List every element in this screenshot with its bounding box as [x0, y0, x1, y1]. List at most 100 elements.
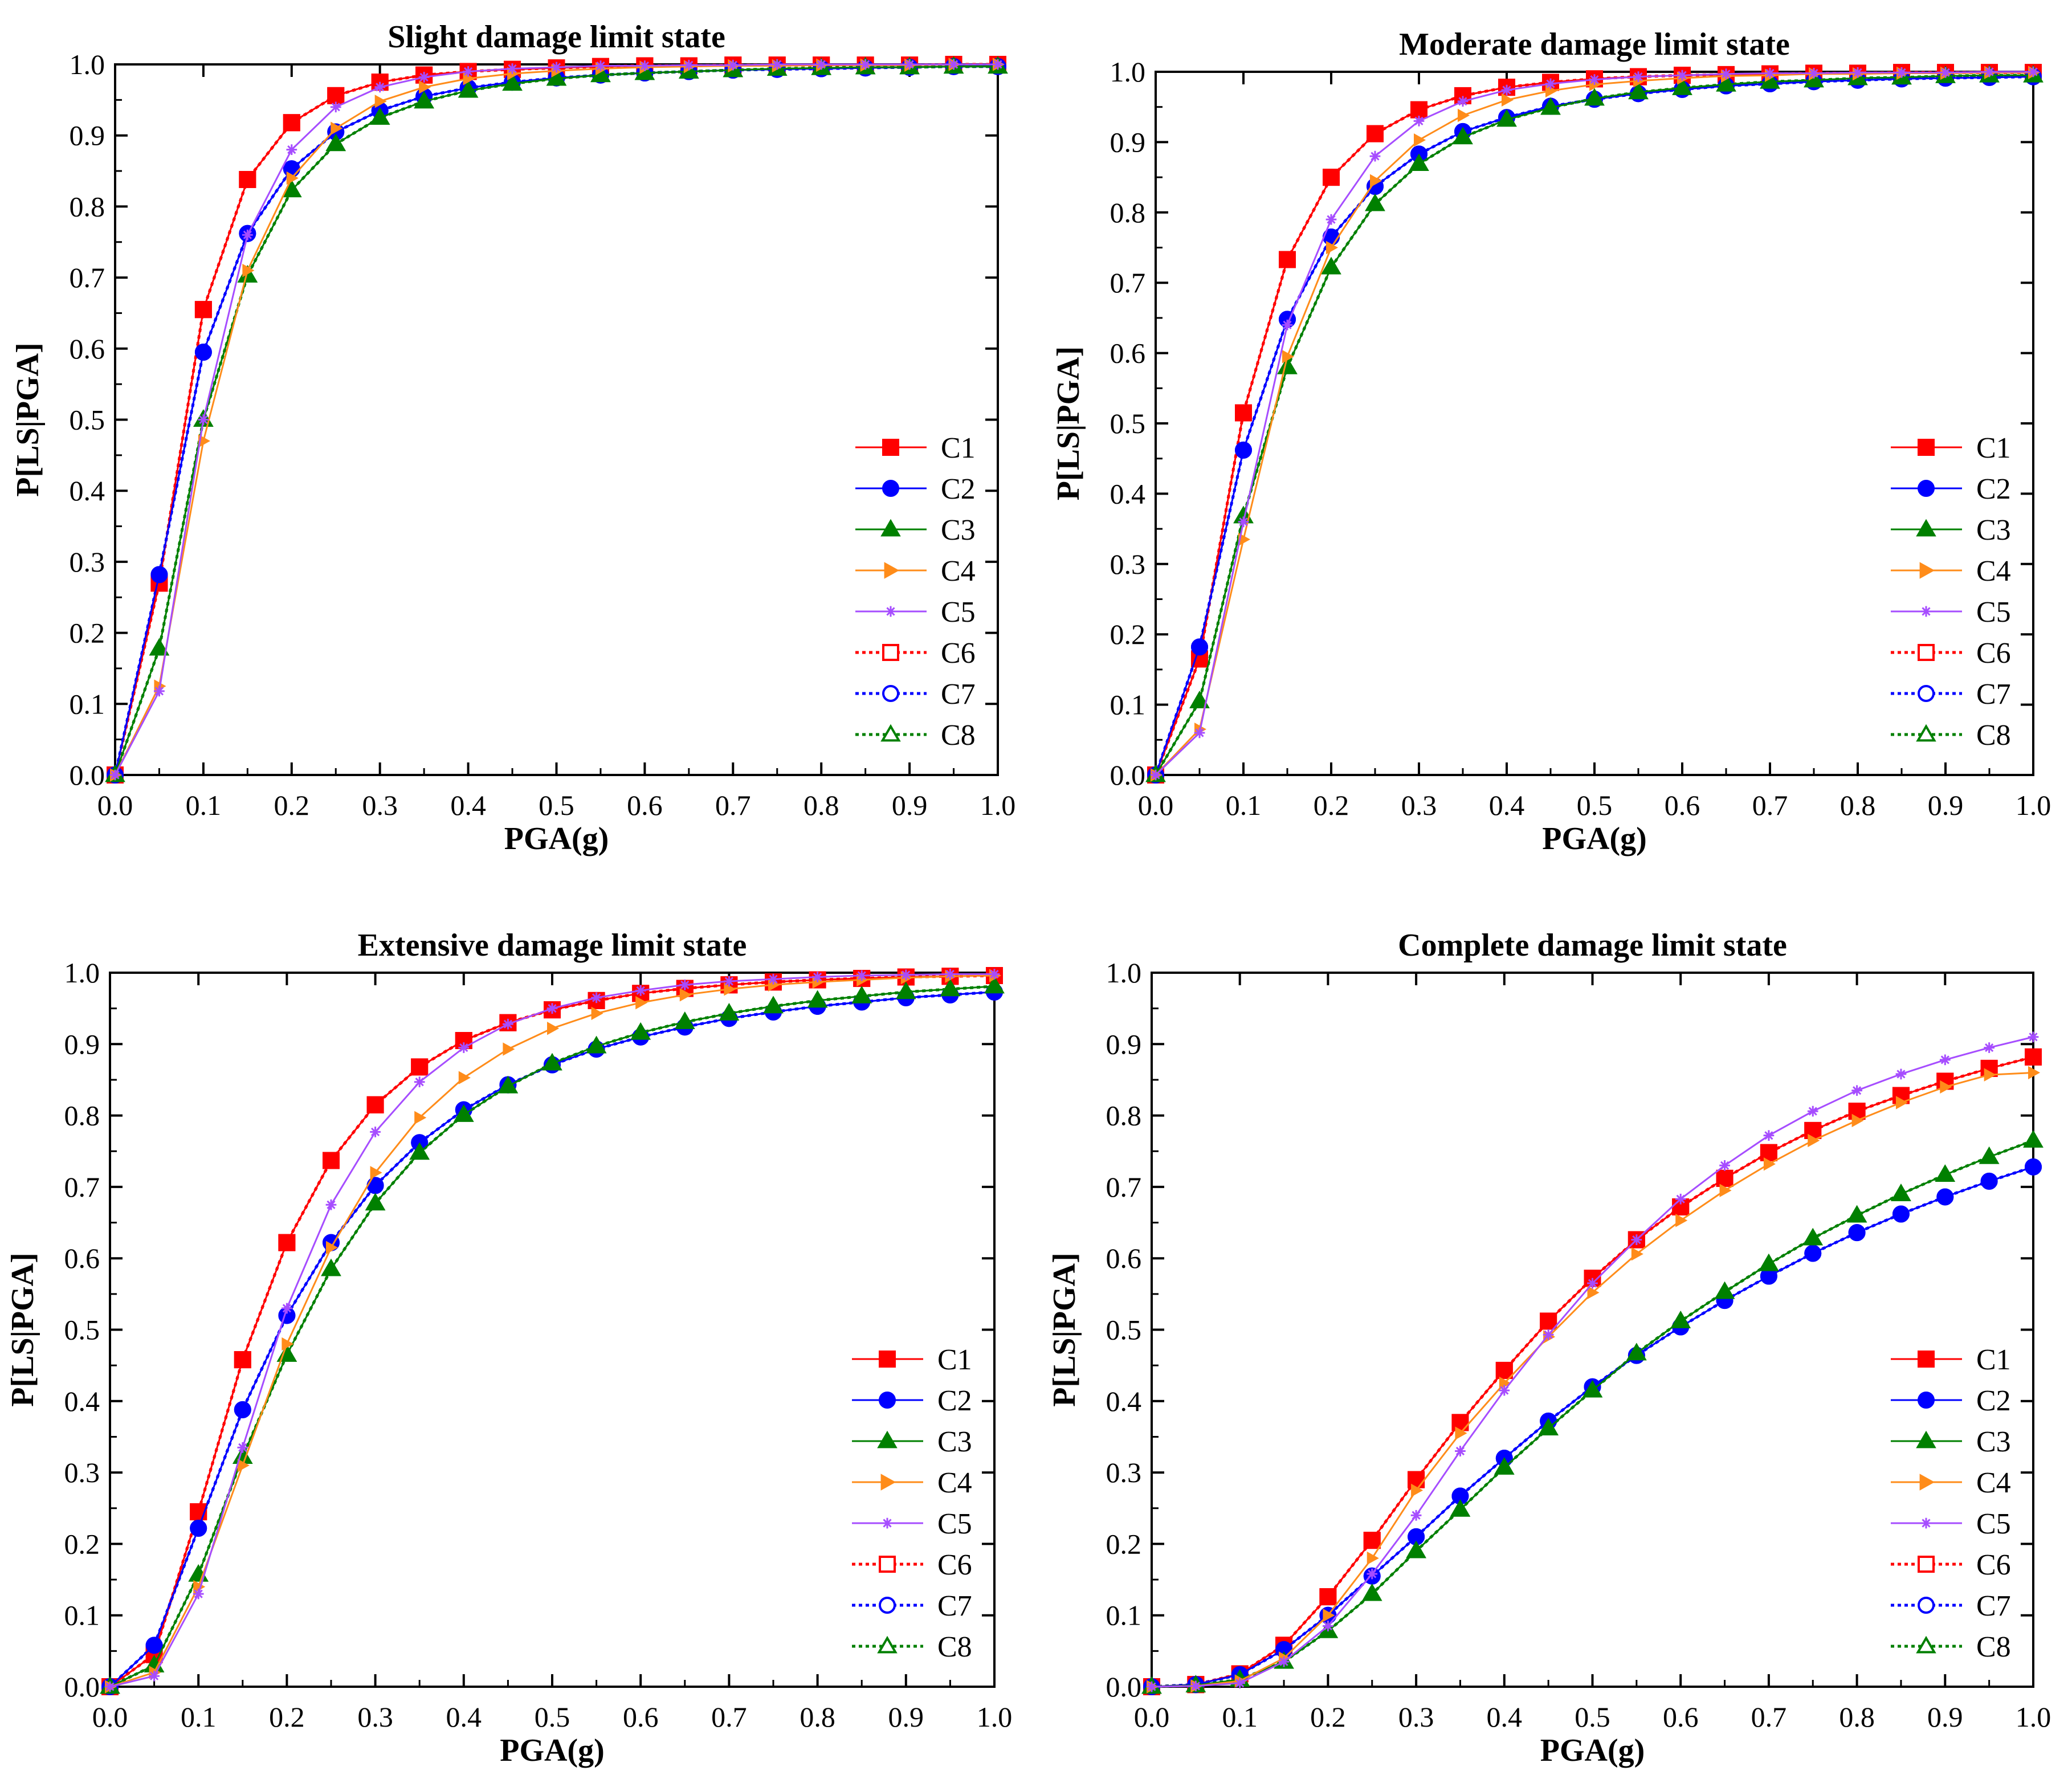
data-point-c4 — [2028, 1066, 2041, 1080]
series-line-c2 — [1151, 1166, 2034, 1688]
data-point-c5 — [149, 1670, 160, 1682]
series-c8 — [1145, 64, 2044, 782]
chart-panel-1: Slight damage limit state 0.0 0.1 0.2 0.3 0.4… — [10, 19, 1015, 856]
star-arm — [2029, 67, 2038, 76]
data-point-c3 — [1406, 1540, 1426, 1558]
data-point-c5 — [286, 144, 297, 155]
star-arm — [1502, 85, 1511, 95]
data-point-c3 — [365, 1193, 386, 1211]
data-point-c3 — [1321, 256, 1341, 275]
data-point-c4 — [1367, 1551, 1379, 1565]
data-point-c3 — [1494, 1457, 1515, 1475]
data-point-c4 — [286, 171, 299, 185]
data-point-c2 — [1980, 1172, 1998, 1190]
data-point-c4 — [1587, 1286, 1600, 1300]
data-point-c5 — [1413, 116, 1425, 127]
legend-label-c2: C2 — [941, 473, 976, 505]
star-arm — [1239, 517, 1248, 527]
data-point-c2 — [1848, 1224, 1866, 1242]
star-arm — [1720, 1161, 1730, 1170]
data-point-c2 — [150, 566, 168, 584]
y-axis-label: P[LS|PGA] — [5, 1252, 40, 1407]
data-point-c5 — [1543, 1329, 1554, 1340]
x-tick-label: 0.9 — [892, 789, 928, 821]
y-tick-label: 0.3 — [1106, 1456, 1142, 1488]
data-point-c2 — [1936, 1188, 1954, 1206]
legend-marker-c7 — [882, 685, 899, 702]
series-c2 — [101, 983, 1003, 1695]
star-arm — [1283, 320, 1292, 329]
star-arm — [1588, 1279, 1597, 1288]
y-tick-label: 0.1 — [70, 688, 105, 720]
data-point-c3 — [409, 1142, 430, 1160]
data-point-c3 — [1365, 193, 1385, 211]
star-arm — [376, 83, 385, 92]
x-tick-label: 0.8 — [803, 789, 839, 821]
legend-label-c1: C1 — [937, 1344, 972, 1376]
x-tick-label: 0.0 — [92, 1701, 128, 1733]
legend-marker-c3 — [877, 1430, 898, 1449]
y-tick-label: 0.0 — [64, 1671, 100, 1703]
chart-title: Complete damage limit state — [1398, 928, 1787, 963]
data-point-c2 — [1804, 1245, 1822, 1262]
y-tick-label: 0.6 — [1106, 1242, 1142, 1274]
series-line-c7 — [1154, 75, 2034, 776]
data-point-c5 — [1194, 727, 1205, 739]
y-tick-label: 0.9 — [70, 120, 105, 152]
x-tick-label: 0.1 — [186, 789, 222, 821]
data-point-c5 — [1808, 68, 1820, 79]
legend-label-c1: C1 — [1976, 1344, 2011, 1376]
x-tick-label: 0.5 — [1575, 1701, 1610, 1733]
star-arm — [1327, 215, 1336, 224]
y-axis-label: P[LS|PGA] — [1047, 1252, 1082, 1407]
data-point-c1 — [234, 1351, 251, 1369]
data-point-c5 — [1587, 1278, 1598, 1289]
data-point-c5 — [2028, 66, 2039, 77]
data-point-c3 — [149, 638, 170, 656]
x-tick-label: 0.2 — [269, 1701, 305, 1733]
data-point-c5 — [374, 81, 386, 93]
star-arm — [1500, 1386, 1509, 1395]
data-point-c5 — [1719, 1160, 1730, 1171]
data-point-c5 — [1807, 1105, 1818, 1117]
chart-title: Extensive damage limit state — [358, 928, 747, 963]
star-arm — [1940, 1055, 1949, 1064]
y-tick-label: 0.1 — [1106, 1600, 1142, 1631]
legend-marker-c4 — [1919, 1474, 1935, 1491]
series-line-c1 — [1151, 1056, 2034, 1688]
star-arm — [1455, 1446, 1465, 1456]
data-point-c5 — [330, 101, 341, 113]
star-arm — [945, 969, 955, 979]
data-point-c4 — [326, 1241, 338, 1255]
x-tick-label: 0.4 — [1487, 1701, 1523, 1733]
data-point-c4 — [1631, 1247, 1643, 1261]
star-arm — [1765, 68, 1775, 78]
data-point-c5 — [1984, 1042, 1994, 1053]
star-arm — [1764, 1131, 1773, 1140]
data-point-c4 — [1326, 240, 1339, 255]
data-point-c3 — [1540, 97, 1561, 115]
series-c1 — [1147, 64, 2042, 784]
data-point-c2 — [283, 160, 300, 178]
data-point-c5 — [945, 969, 956, 980]
data-point-c5 — [1457, 96, 1469, 107]
data-point-c4 — [679, 988, 692, 1002]
legend-marker-c1 — [1918, 439, 1935, 456]
legend-marker-c1 — [1918, 1351, 1935, 1368]
legend-label-c4: C4 — [1976, 555, 2011, 587]
x-tick-label: 0.5 — [1577, 789, 1613, 821]
series-c7 — [101, 983, 1003, 1695]
x-tick-label: 0.3 — [1398, 1701, 1434, 1733]
legend-marker-c3 — [1916, 519, 1936, 537]
star-arm — [1922, 607, 1931, 616]
data-point-c5 — [325, 1199, 337, 1210]
data-point-c5 — [1633, 71, 1644, 82]
legend: C1 C2 C3 C4 C5 C6 C7 C8 — [852, 1344, 972, 1663]
legend-label-c2: C2 — [1976, 473, 2011, 505]
star-arm — [1852, 1086, 1862, 1095]
data-point-c3 — [1277, 356, 1298, 374]
x-tick-label: 1.0 — [2016, 789, 2051, 821]
y-tick-label: 0.4 — [1106, 1385, 1142, 1417]
star-arm — [503, 1019, 513, 1029]
legend-label-c6: C6 — [937, 1549, 972, 1581]
